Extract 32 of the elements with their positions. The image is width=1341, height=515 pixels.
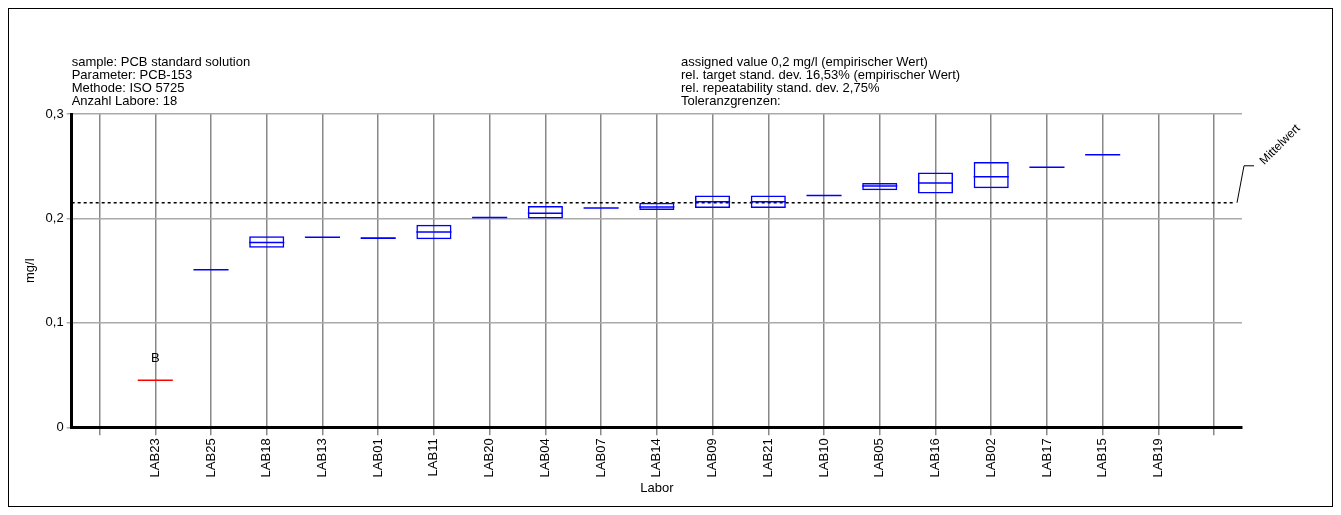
x-tick-label: LAB01 — [369, 438, 385, 478]
x-tick-label: LAB17 — [1038, 438, 1054, 478]
x-tick-label: LAB09 — [704, 438, 720, 478]
x-tick-label: LAB19 — [1149, 438, 1165, 478]
y-tick-label: 0 — [56, 418, 64, 434]
x-tick-label: LAB15 — [1094, 438, 1110, 478]
x-tick-label: LAB11 — [425, 438, 441, 477]
text: assigned value 0,2 mg/l (empirischer Wert) — [681, 54, 928, 70]
text: Toleranzgrenzen: — [681, 93, 781, 109]
x-tick-label: LAB05 — [871, 438, 887, 478]
x-tick-label: LAB02 — [982, 438, 998, 478]
text: sample: PCB standard solution — [71, 54, 251, 70]
x-tick-label: LAB16 — [927, 438, 943, 478]
text: Anzahl Labore: 18 — [71, 93, 178, 109]
x-tick-label: LAB10 — [815, 438, 831, 478]
text: Methode: ISO 5725 — [71, 80, 185, 96]
annotation: B — [150, 349, 160, 365]
x-tick-label: LAB13 — [314, 438, 330, 478]
x-axis-title: Labor — [640, 479, 675, 495]
x-tick-label: LAB14 — [648, 438, 664, 478]
text: rel. repeatability stand. dev. 2,75% — [681, 80, 880, 96]
x-tick-label: LAB18 — [258, 438, 274, 478]
y-tick-label: 0,2 — [45, 210, 64, 226]
x-tick-label: LAB04 — [536, 438, 552, 478]
x-tick-label: LAB21 — [759, 438, 775, 478]
y-tick-label: 0,3 — [45, 105, 64, 121]
x-tick-label: LAB20 — [481, 438, 497, 478]
x-tick-label: LAB07 — [592, 438, 608, 478]
y-tick-label: 0,1 — [45, 314, 64, 330]
y-axis-title: mg/l — [22, 258, 38, 283]
x-tick-label: LAB23 — [146, 438, 162, 478]
x-tick-label: LAB25 — [202, 438, 218, 478]
